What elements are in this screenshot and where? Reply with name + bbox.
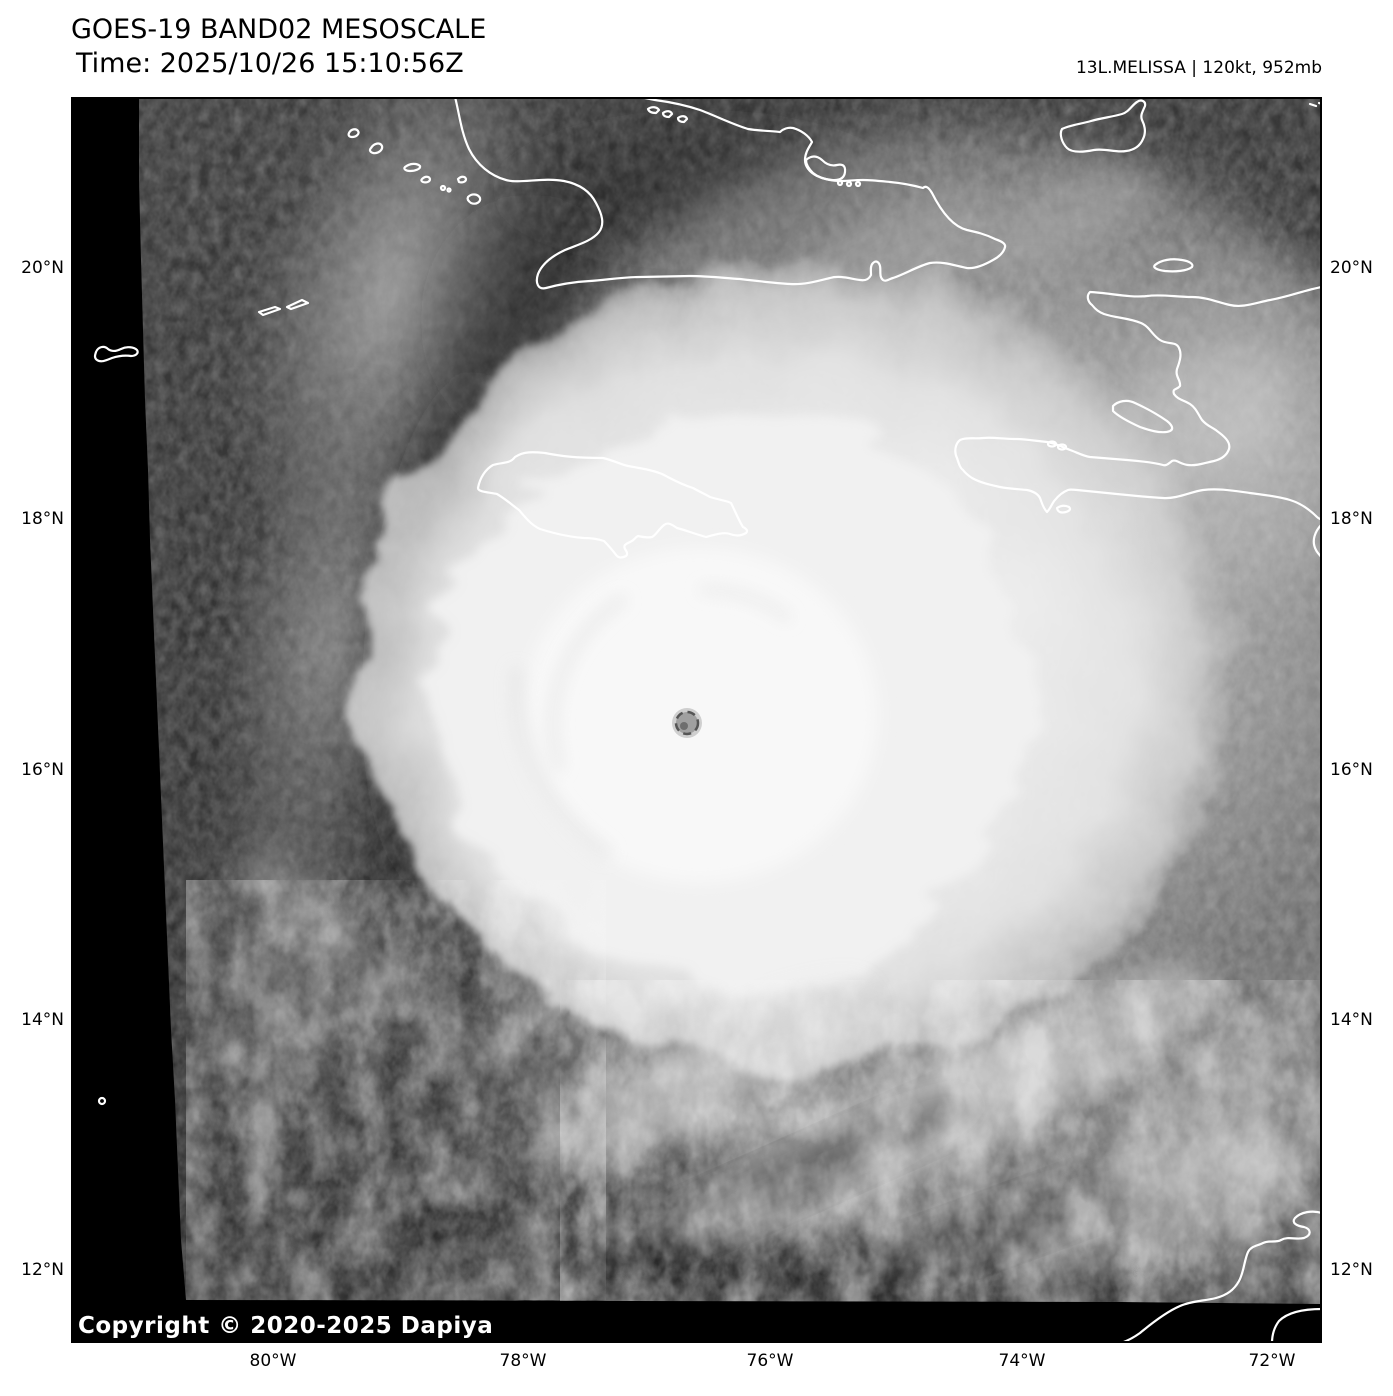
lon-label-76w: 76°W	[746, 1351, 794, 1371]
lon-label-78w: 78°W	[499, 1351, 547, 1371]
lat-label-left-20n: 20°N	[21, 258, 64, 278]
lat-label-right-14n: 14°N	[1330, 1010, 1373, 1030]
coastline-swan-island	[97, 1096, 107, 1106]
lat-label-right-18n: 18°N	[1330, 509, 1373, 529]
lat-label-left-18n: 18°N	[21, 509, 64, 529]
lat-label-left-14n: 14°N	[21, 1010, 64, 1030]
coastline-guajira	[1119, 1210, 1322, 1343]
coastline-hispaniola	[954, 285, 1322, 522]
coastline-venezuela	[1270, 1307, 1322, 1343]
satellite-map: Copyright © 2020-2025 Dapiya	[71, 97, 1322, 1343]
coastline-jardines-cays	[646, 106, 689, 124]
coastline-jamaica	[476, 451, 749, 559]
coastline-grand-cayman	[93, 345, 139, 363]
coastline-gonave	[1111, 399, 1174, 434]
satellite-image	[71, 97, 1322, 1343]
spiral-texture	[511, 585, 793, 861]
coastline-cuba	[453, 97, 1007, 290]
lon-label-72w: 72°W	[1248, 1351, 1296, 1371]
storm-info-label: 13L.MELISSA | 120kt, 952mb	[1075, 58, 1322, 78]
copyright-label: Copyright © 2020-2025 Dapiya	[78, 1313, 494, 1339]
coastlines	[93, 97, 1322, 1343]
lat-label-right-20n: 20°N	[1330, 258, 1373, 278]
coastline-inagua	[1059, 99, 1147, 153]
map-frame	[71, 97, 1322, 1343]
coastline-canarreos-cays	[347, 128, 482, 205]
coastline-ile-a-vache	[1055, 504, 1072, 514]
time-label: Time: 2025/10/26 15:10:56Z	[76, 48, 464, 79]
lon-label-80w: 80°W	[249, 1351, 297, 1371]
lat-label-right-16n: 16°N	[1330, 760, 1373, 780]
lat-label-left-16n: 16°N	[21, 760, 64, 780]
coastline-little-cayman	[257, 305, 282, 317]
coastline-tortuga	[1153, 258, 1194, 273]
lat-label-left-12n: 12°N	[21, 1260, 64, 1280]
cumulus-field-sw	[186, 880, 606, 1300]
lat-label-right-12n: 12°N	[1330, 1260, 1373, 1280]
coastline-cayman-brac	[285, 298, 310, 311]
hurricane-eye	[672, 708, 702, 738]
lon-label-74w: 74°W	[998, 1351, 1046, 1371]
coastline-cuba-nipe-bays	[804, 155, 847, 182]
page-title: GOES-19 BAND02 MESOSCALE	[71, 14, 487, 45]
cloud-imagery	[139, 97, 1322, 1304]
